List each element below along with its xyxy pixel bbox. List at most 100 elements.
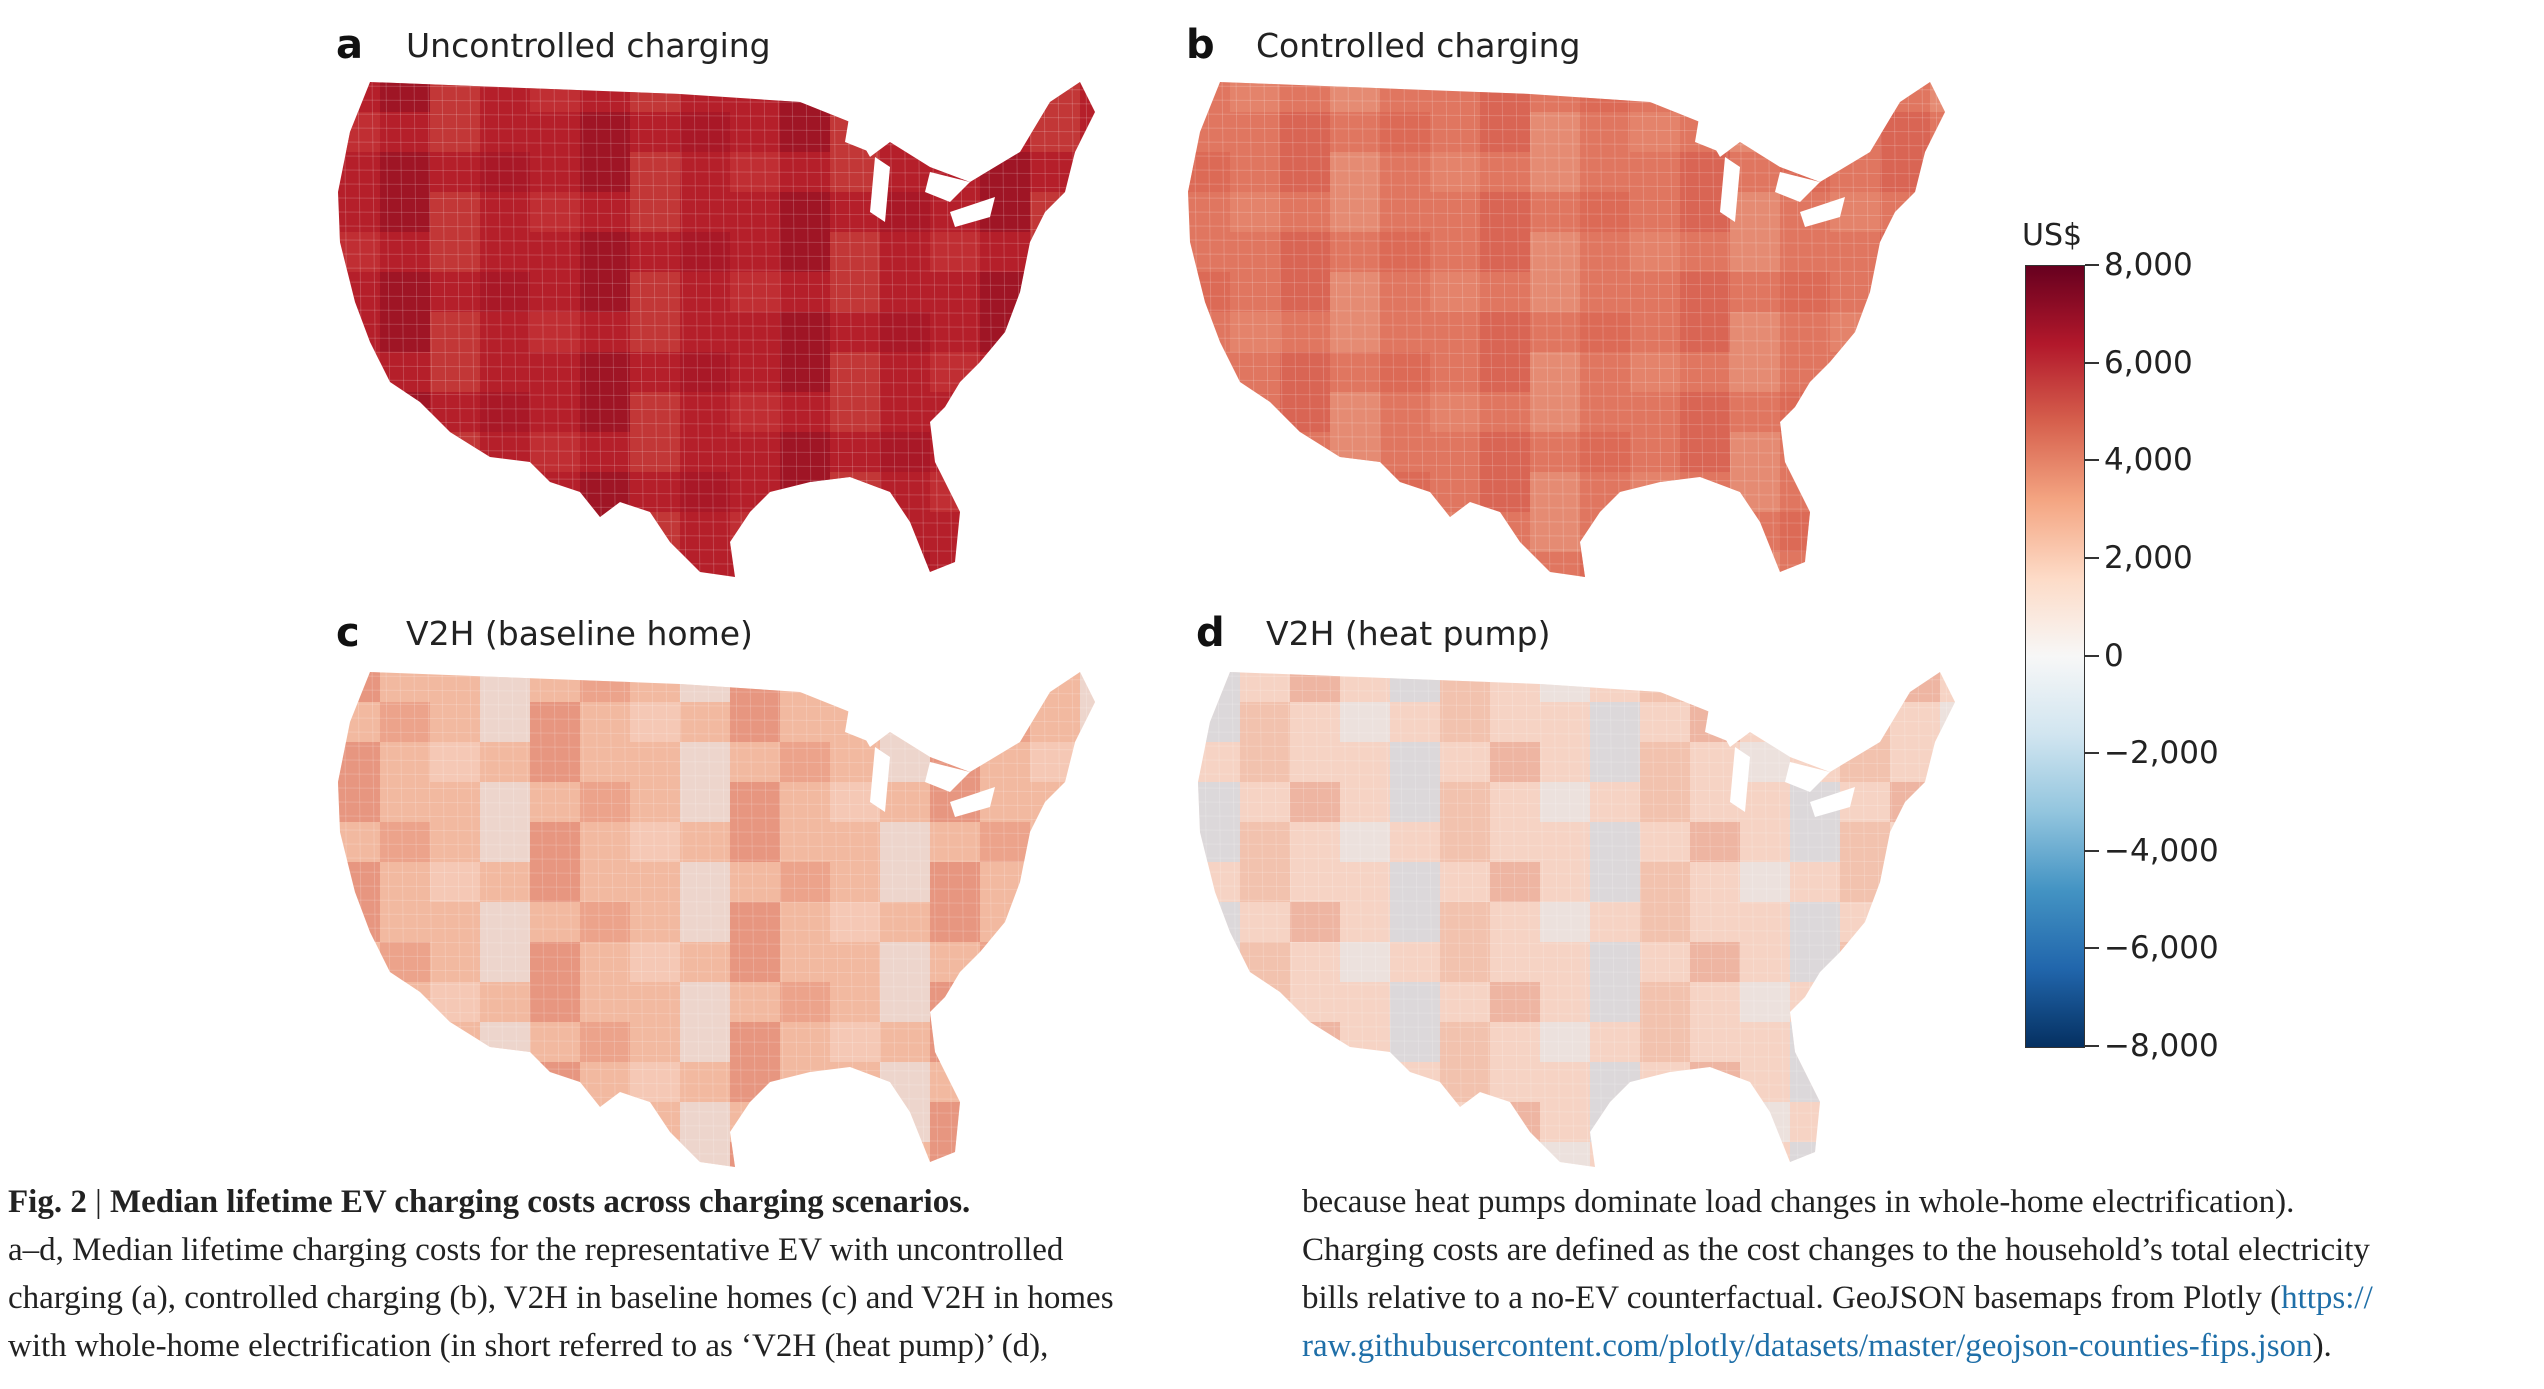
county-region [480, 512, 530, 552]
county-region [830, 392, 880, 432]
panel-title-a: Uncontrolled charging [406, 26, 771, 65]
county-boundary [1581, 672, 1589, 1167]
great-lake [870, 747, 890, 812]
county-region [1080, 942, 1095, 982]
county-region [730, 152, 780, 192]
county-region [780, 1102, 830, 1142]
county-region [830, 232, 880, 272]
county-region [430, 862, 480, 902]
county-region [830, 512, 880, 552]
great-lake [845, 112, 890, 152]
county-region [1640, 1022, 1690, 1062]
geojson-link-part2[interactable]: raw.githubusercontent.com/plotly/dataset… [1302, 1328, 2313, 1364]
county-region [1030, 232, 1080, 272]
county-region [1590, 822, 1640, 862]
county-region [1540, 1022, 1590, 1062]
caption-right-line-2: Charging costs are defined as the cost c… [1302, 1232, 2370, 1268]
colorbar-tick-label: 6,000 [2104, 344, 2193, 381]
county-region [1730, 432, 1780, 472]
county-region [430, 112, 480, 152]
county-region [1790, 702, 1840, 742]
county-region [680, 742, 730, 782]
county-boundary [665, 672, 673, 1167]
county-region [580, 272, 630, 312]
county-region [830, 152, 880, 192]
county-region [1440, 702, 1490, 742]
county-region [1230, 82, 1280, 112]
county-boundary [338, 211, 1095, 217]
county-region [1080, 782, 1095, 822]
county-boundary [1015, 672, 1023, 1167]
county-region [880, 192, 930, 232]
county-boundary [1539, 672, 1547, 1167]
county-boundary [595, 82, 603, 577]
caption-right-line-4: raw.githubusercontent.com/plotly/dataset… [1302, 1322, 2542, 1370]
county-boundary [338, 225, 1095, 231]
county-boundary [1487, 82, 1495, 577]
county-region [1430, 152, 1480, 192]
county-region [930, 232, 980, 272]
county-region [880, 822, 930, 862]
county-boundary [338, 899, 1095, 905]
county-region [338, 902, 380, 942]
county-region [1590, 702, 1640, 742]
county-boundary [1198, 787, 1955, 793]
county-region [680, 902, 730, 942]
county-region [780, 232, 830, 272]
county-region [880, 702, 930, 742]
county-region [1380, 232, 1430, 272]
county-region [1380, 352, 1430, 392]
county-boundary [1180, 72, 1980, 76]
county-boundary [1198, 871, 1955, 877]
county-boundary [338, 759, 1095, 765]
county-boundary [338, 815, 1095, 821]
county-region [1630, 472, 1680, 512]
great-lake [1775, 172, 1820, 202]
county-region [930, 902, 980, 942]
panel-letter-d: d [1196, 610, 1225, 656]
county-region [1198, 822, 1240, 862]
panel-letter-b: b [1186, 22, 1215, 68]
county-region [1580, 192, 1630, 232]
county-boundary [338, 253, 1095, 259]
county-region [930, 982, 980, 1022]
county-boundary [679, 672, 687, 1167]
county-region [780, 192, 830, 232]
county-region [580, 232, 630, 272]
county-boundary [1459, 82, 1467, 577]
county-boundary [1875, 672, 1883, 1167]
county-region [1740, 1102, 1790, 1142]
county-region [1080, 822, 1095, 862]
county-region [530, 552, 580, 577]
county-region [1240, 942, 1290, 982]
county-region [1890, 1022, 1940, 1062]
county-region [380, 512, 430, 552]
figure-caption-left: Fig. 2 | Median lifetime EV charging cos… [8, 1178, 1248, 1370]
county-boundary [1198, 913, 1955, 919]
county-region [1790, 672, 1840, 702]
colorbar-tick [2085, 849, 2099, 852]
county-region [1680, 512, 1730, 552]
county-region [1830, 432, 1880, 472]
county-region [930, 672, 980, 702]
county-boundary [1529, 82, 1537, 577]
county-region [1240, 862, 1290, 902]
county-region [380, 822, 430, 862]
fig-label: Fig. 2 [8, 1184, 87, 1220]
county-boundary [609, 82, 617, 577]
county-region [1340, 822, 1390, 862]
county-region [380, 552, 430, 577]
county-region [430, 552, 480, 577]
county-region [730, 822, 780, 862]
county-region [980, 702, 1030, 742]
county-region [338, 472, 380, 512]
county-region [480, 1062, 530, 1102]
geojson-link-part1[interactable]: https:// [2281, 1280, 2373, 1316]
county-region [1330, 82, 1380, 112]
county-boundary [338, 575, 1095, 577]
county-boundary [1180, 72, 1186, 592]
county-region [338, 862, 380, 902]
county-region [980, 1062, 1030, 1102]
county-boundary [1188, 309, 1945, 315]
county-region [1030, 862, 1080, 902]
